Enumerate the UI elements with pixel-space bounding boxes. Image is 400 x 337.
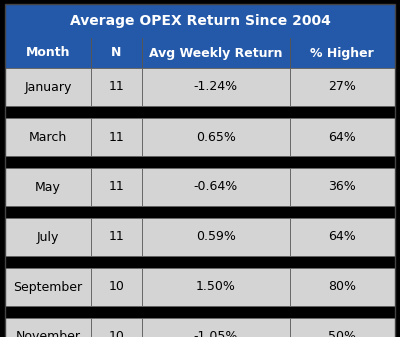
Text: November: November (15, 331, 80, 337)
Text: 11: 11 (108, 231, 124, 244)
Text: 11: 11 (108, 181, 124, 193)
Text: 11: 11 (108, 130, 124, 144)
Bar (5, 218, 395, 256)
Bar (5, 118, 395, 156)
Text: 1.50%: 1.50% (196, 280, 236, 294)
Text: 50%: 50% (328, 331, 356, 337)
Text: -1.05%: -1.05% (194, 331, 238, 337)
Text: 64%: 64% (328, 231, 356, 244)
Text: July: July (37, 231, 59, 244)
Text: Avg Weekly Return: Avg Weekly Return (149, 47, 282, 60)
Text: 0.59%: 0.59% (196, 231, 236, 244)
Text: May: May (35, 181, 61, 193)
Text: 27%: 27% (328, 81, 356, 93)
Text: September: September (13, 280, 82, 294)
Text: Month: Month (26, 47, 70, 60)
Text: Average OPEX Return Since 2004: Average OPEX Return Since 2004 (70, 14, 330, 28)
Text: January: January (24, 81, 72, 93)
Bar (5, 168, 395, 206)
Text: -1.24%: -1.24% (194, 81, 238, 93)
Text: N: N (111, 47, 121, 60)
Bar (5, 4, 395, 38)
Text: 80%: 80% (328, 280, 356, 294)
Bar (5, 268, 395, 306)
Text: 0.65%: 0.65% (196, 130, 236, 144)
Bar (5, 68, 395, 106)
Text: % Higher: % Higher (310, 47, 374, 60)
Text: 10: 10 (108, 280, 124, 294)
Bar (5, 318, 395, 337)
Text: 36%: 36% (328, 181, 356, 193)
Bar (5, 38, 395, 68)
Text: -0.64%: -0.64% (194, 181, 238, 193)
Text: 64%: 64% (328, 130, 356, 144)
Text: March: March (29, 130, 67, 144)
Text: 10: 10 (108, 331, 124, 337)
Text: 11: 11 (108, 81, 124, 93)
